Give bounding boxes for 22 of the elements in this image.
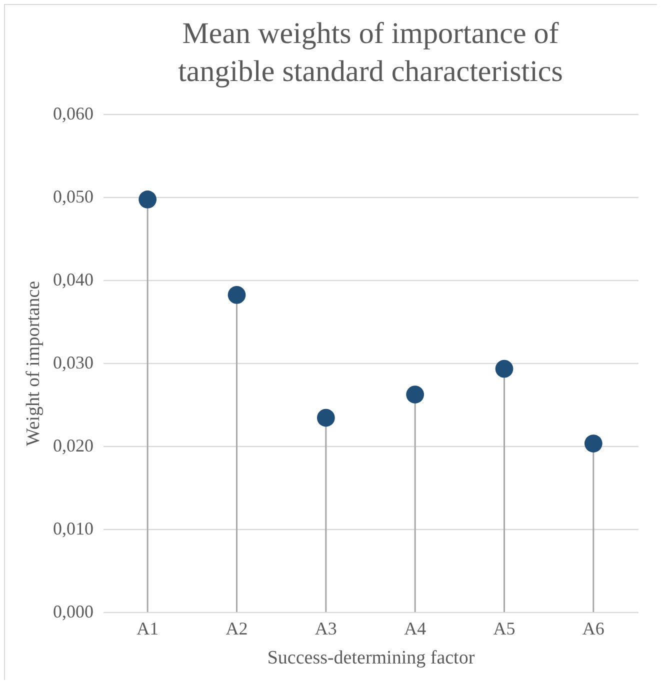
- y-tick-label: 0,060: [53, 104, 94, 124]
- x-tick-label: A4: [404, 618, 426, 638]
- x-tick-label: A5: [493, 618, 516, 638]
- point: [406, 386, 424, 404]
- y-axis-title: Weight of importance: [23, 280, 44, 446]
- point: [316, 408, 335, 427]
- x-tick-label: A1: [136, 618, 159, 638]
- point: [138, 190, 157, 208]
- y-tick-label: 0,020: [53, 436, 94, 456]
- y-tick-label: 0,030: [53, 352, 94, 372]
- point: [584, 434, 602, 452]
- x-tick-label: A3: [314, 618, 337, 638]
- point: [228, 286, 246, 304]
- y-tick-label: 0,050: [53, 186, 94, 206]
- x-tick-label: A2: [226, 618, 248, 638]
- y-tick-label: 0,010: [53, 518, 94, 538]
- point: [495, 360, 514, 378]
- y-tick-label: 0,040: [53, 270, 94, 290]
- x-axis-title: Success-determining factor: [267, 648, 476, 668]
- y-tick-label: 0,000: [53, 602, 94, 622]
- chart-title: Mean weights of importance of tangible standard characteristics: [178, 17, 563, 88]
- x-tick-label: A6: [582, 618, 604, 638]
